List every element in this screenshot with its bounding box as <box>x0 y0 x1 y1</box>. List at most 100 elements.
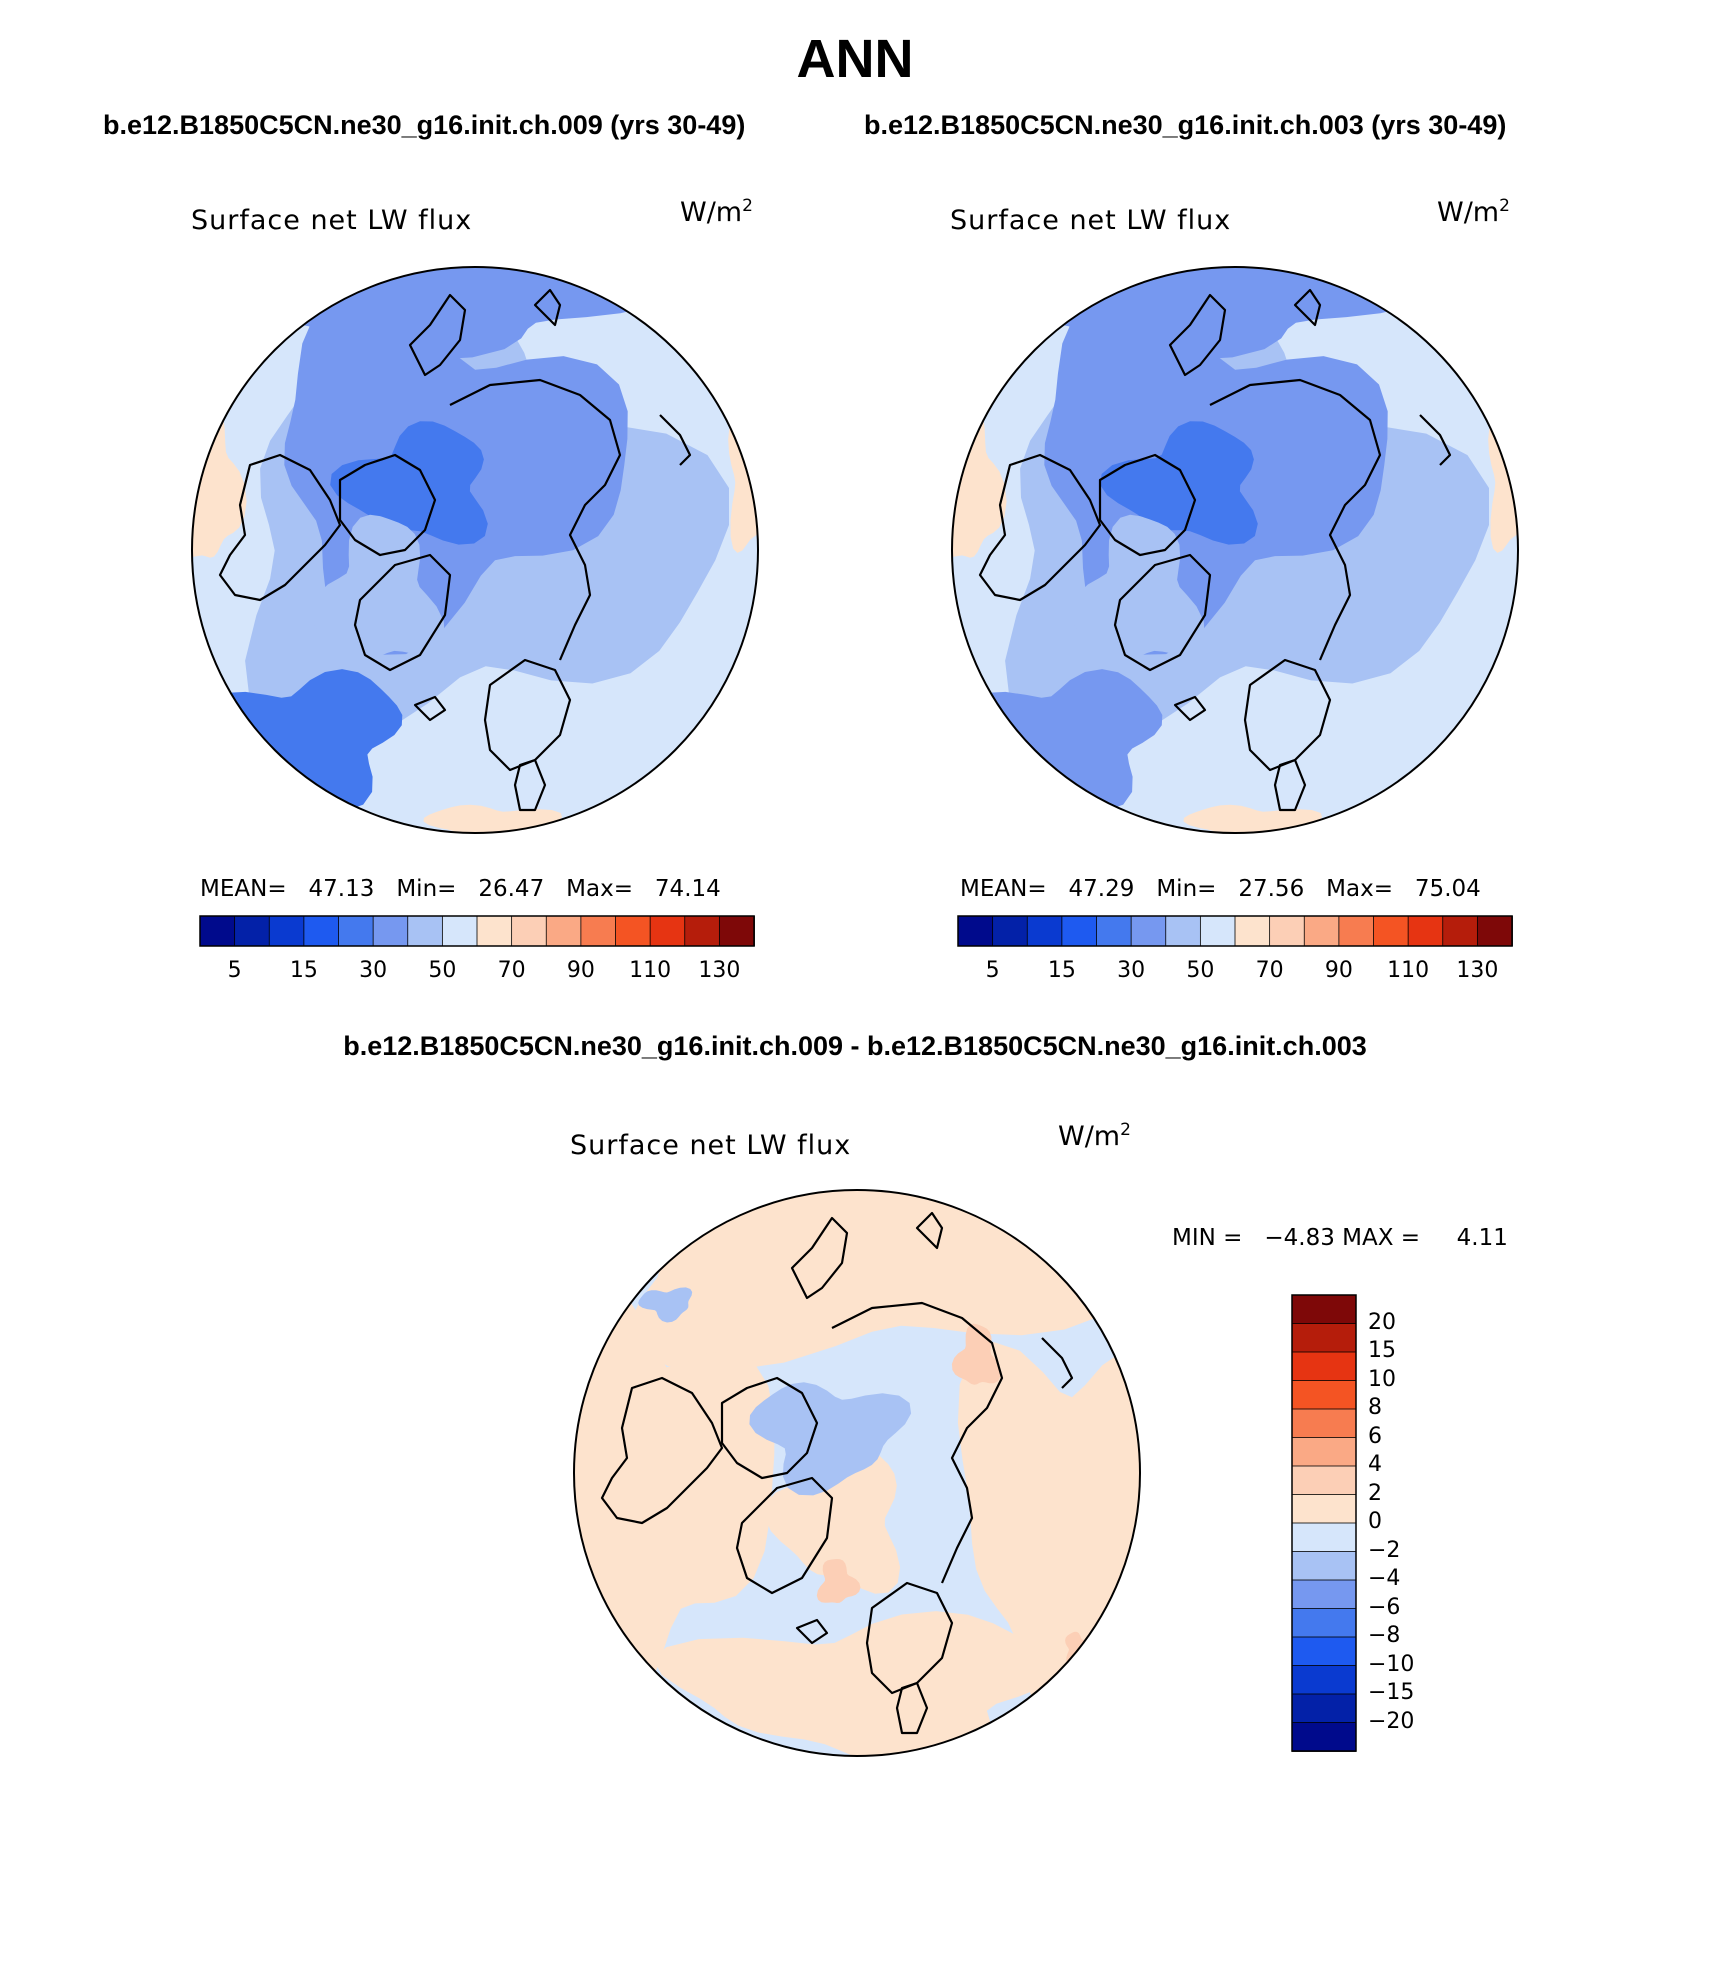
panel-right-colorbar-box-11 <box>1338 915 1375 947</box>
panel-right-coastline-10 <box>1448 308 1472 337</box>
panel-right-field-warm-south <box>1183 804 1323 833</box>
run-a-label: b.e12.B1850C5CN.ne30_g16.init.ch.009 (yr… <box>103 110 746 140</box>
panel-right-mean: 47.29 <box>1068 876 1135 902</box>
panel-diff-colorbar-box-14 <box>1291 1693 1357 1724</box>
panel-left-colorbar-box-12 <box>615 915 652 947</box>
panel-left-colorbar-box-6 <box>407 915 444 947</box>
panel-diff-colorbar-box-10 <box>1291 1579 1357 1610</box>
panel-left-coastline-1 <box>338 453 437 557</box>
panel-right-map <box>951 266 1519 834</box>
panel-left-coastline-4 <box>413 695 447 722</box>
panel-right-field-warm-east <box>1488 399 1518 553</box>
panel-left-colorbar-tick-label: 90 <box>566 958 595 983</box>
panel-left-mean: 47.13 <box>308 876 375 902</box>
panel-diff-max: 4.11 <box>1456 1225 1508 1251</box>
panel-left-field-pole-core <box>330 421 488 545</box>
panel-diff-colorbar-tick-label: −2 <box>1368 1537 1401 1563</box>
panel-right-colorbar-box-4 <box>1096 915 1133 947</box>
panel-right-colorbar-tick-label: 30 <box>1117 958 1146 983</box>
panel-right-coastline-9 <box>1419 414 1452 466</box>
panel-right-coastline-4 <box>1173 695 1207 722</box>
panel-right-colorbar-box-15 <box>1476 915 1513 947</box>
panel-diff-colorbar-tick-label: −8 <box>1368 1623 1401 1648</box>
panel-left-map <box>191 266 759 834</box>
panel-right-colorbar <box>957 915 1513 947</box>
panel-right-colorbar-tick-label: 50 <box>1186 958 1215 983</box>
difference-title: b.e12.B1850C5CN.ne30_g16.init.ch.009 - b… <box>343 1031 1367 1061</box>
panel-diff-colorbar <box>1291 1294 1357 1752</box>
panel-diff-colorbar-tick-label: 4 <box>1368 1452 1382 1477</box>
panel-left-min: 26.47 <box>478 876 545 902</box>
panel-diff-coastline-4 <box>795 1618 829 1645</box>
panel-right-coastline-6 <box>1168 293 1227 377</box>
panel-left-coastline-8 <box>449 378 622 661</box>
panel-left-colorbar-box-9 <box>511 915 548 947</box>
panel-diff-colorbar-tick-label: −15 <box>1368 1680 1415 1705</box>
panel-diff-field-neg-center <box>749 1382 912 1496</box>
panel-left-colorbar-tick-label: 5 <box>227 958 242 983</box>
panel-diff-colorbar-box-15 <box>1291 1722 1357 1752</box>
panel-left-colorbar-box-11 <box>580 915 617 947</box>
panel-left-coastline-5 <box>513 758 547 812</box>
panel-right-field-pole-core <box>1100 421 1258 545</box>
panel-right-colorbar-box-5 <box>1130 915 1167 947</box>
panel-diff-colorbar-box-5 <box>1291 1437 1357 1467</box>
panel-left-colorbar-box-15 <box>718 915 755 947</box>
run-b-label: b.e12.B1850C5CN.ne30_g16.init.ch.003 (yr… <box>864 110 1507 140</box>
panel-diff-colorbar-tick-label: 8 <box>1368 1395 1382 1420</box>
panel-diff-units: W/m2 <box>1058 1120 1131 1152</box>
panel-right-stats: MEAN= 47.29 Min= 27.56 Max= 75.04 <box>960 876 1481 902</box>
panel-diff-coastline-1 <box>720 1376 819 1480</box>
panel-diff-colorbar-box-12 <box>1291 1636 1357 1667</box>
panel-right-colorbar-tick-label: 130 <box>1456 958 1499 983</box>
panel-diff-colorbar-box-6 <box>1291 1465 1357 1496</box>
panel-left-coastline-6 <box>408 293 467 377</box>
panel-right-colorbar-tick-label: 110 <box>1387 958 1430 983</box>
panel-right-colorbar-box-2 <box>1026 915 1063 947</box>
panel-diff-colorbar-box-8 <box>1291 1522 1357 1553</box>
panel-right-coastline-2 <box>1113 553 1212 672</box>
panel-right-colorbar-box-6 <box>1165 915 1202 947</box>
panel-diff-colorbar-tick-label: −6 <box>1368 1594 1401 1620</box>
panel-diff-coastline-3 <box>865 1581 954 1695</box>
panel-right-colorbar-box-10 <box>1303 915 1340 947</box>
panel-diff-field-pos-north <box>629 1190 1140 1372</box>
panel-right-colorbar-box-9 <box>1269 915 1306 947</box>
panel-left-map-border <box>191 266 759 834</box>
panel-left-colorbar-box-7 <box>441 915 478 947</box>
panel-left-field-warm-south <box>423 804 563 833</box>
panel-diff-colorbar-tick-label: 10 <box>1368 1366 1396 1392</box>
panel-right-field-greenland <box>1071 514 1205 658</box>
panel-diff-coastline-10 <box>1070 1231 1094 1260</box>
panel-right-coastline-5 <box>1273 758 1307 812</box>
panel-diff-colorbar-tick-label: −4 <box>1368 1566 1401 1591</box>
panel-diff-coastline-0 <box>600 1376 724 1525</box>
panel-left-colorbar-box-5 <box>372 915 409 947</box>
panel-diff-colorbar-tick-label: −10 <box>1368 1651 1415 1677</box>
panel-right-colorbar-tick-label: 5 <box>985 958 1000 983</box>
panel-right-max: 75.04 <box>1414 876 1481 902</box>
panel-diff-colorbar-box-9 <box>1291 1551 1357 1581</box>
panel-left-colorbar <box>199 915 755 947</box>
panel-right-coastline-0 <box>978 453 1102 602</box>
panel-diff-colorbar-box-2 <box>1291 1351 1357 1382</box>
panel-diff-min: −4.83 <box>1264 1225 1335 1251</box>
panel-left-coastline-2 <box>353 553 452 672</box>
panel-diff-stats: MIN = −4.83 MAX = 4.11 <box>1172 1225 1508 1251</box>
panel-right-colorbar-box-13 <box>1407 915 1444 947</box>
panel-left-colorbar-box-14 <box>684 915 721 947</box>
panel-diff-title: Surface net LW flux <box>570 1130 852 1161</box>
panel-left-colorbar-box-3 <box>303 915 340 947</box>
panel-diff-colorbar-box-0 <box>1291 1294 1357 1325</box>
panel-left-coastline-10 <box>688 308 712 337</box>
panel-right-colorbar-box-12 <box>1373 915 1410 947</box>
panel-diff-colorbar-box-3 <box>1291 1380 1357 1410</box>
panel-right-min: 27.56 <box>1238 876 1305 902</box>
panel-left-colorbar-tick-label: 70 <box>497 958 526 983</box>
panel-diff-colorbar-box-7 <box>1291 1494 1357 1524</box>
panel-diff-coastline-9 <box>1041 1337 1074 1389</box>
panel-left-field-greenland <box>311 514 445 658</box>
panel-right-colorbar-box-3 <box>1061 915 1098 947</box>
panel-left-coastline-3 <box>483 658 572 772</box>
panel-left-colorbar-box-2 <box>268 915 305 947</box>
